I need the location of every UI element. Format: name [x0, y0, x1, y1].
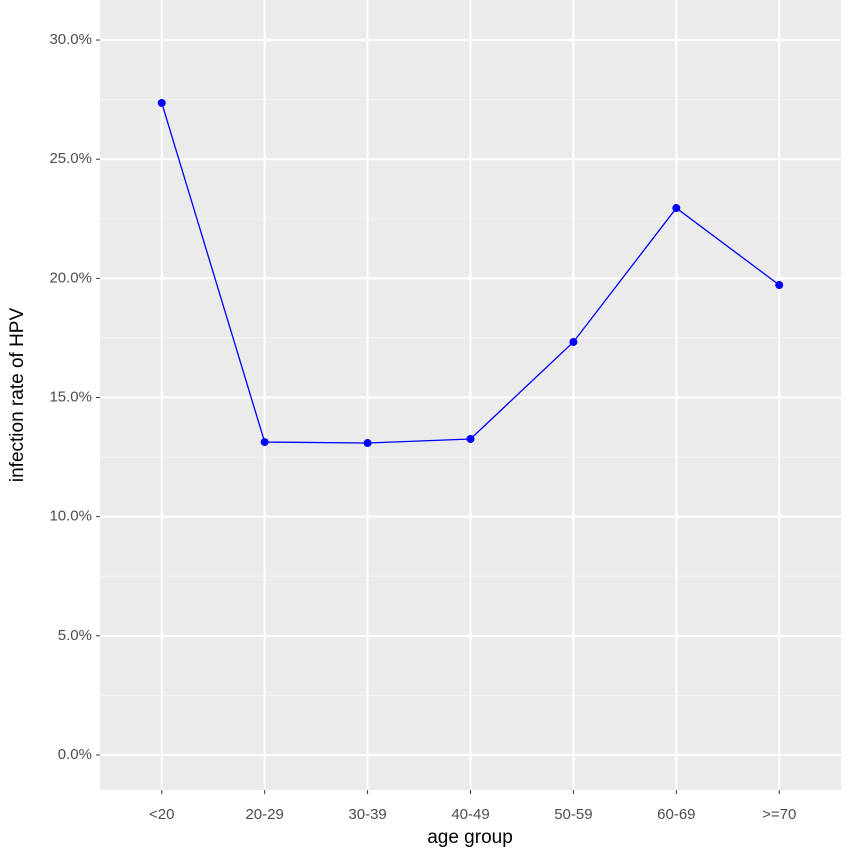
y-axis-label: infection rate of HPV: [7, 308, 28, 483]
point: [157, 98, 166, 107]
point: [775, 281, 784, 290]
x-tick-label: 20-29: [245, 806, 283, 823]
point: [260, 438, 269, 447]
x-tick-label: 50-59: [554, 806, 592, 823]
y-tick-label: 10.0%: [49, 508, 92, 525]
y-tick-label: 20.0%: [49, 269, 92, 286]
point: [672, 204, 681, 213]
point: [363, 439, 372, 448]
x-tick-label: 60-69: [657, 806, 695, 823]
y-tick-label: 5.0%: [58, 627, 92, 644]
y-tick-label: 0.0%: [58, 746, 92, 763]
x-tick-label: >=70: [762, 806, 796, 823]
x-tick-label: 30-39: [348, 806, 386, 823]
point: [466, 434, 475, 443]
x-tick-label: <20: [149, 806, 174, 823]
y-tick-label: 25.0%: [49, 150, 92, 167]
x-axis-label: age group: [427, 827, 513, 848]
x-tick-label: 40-49: [451, 806, 489, 823]
y-tick-label: 15.0%: [49, 388, 92, 405]
y-tick-label: 30.0%: [49, 31, 92, 48]
point: [569, 337, 578, 346]
